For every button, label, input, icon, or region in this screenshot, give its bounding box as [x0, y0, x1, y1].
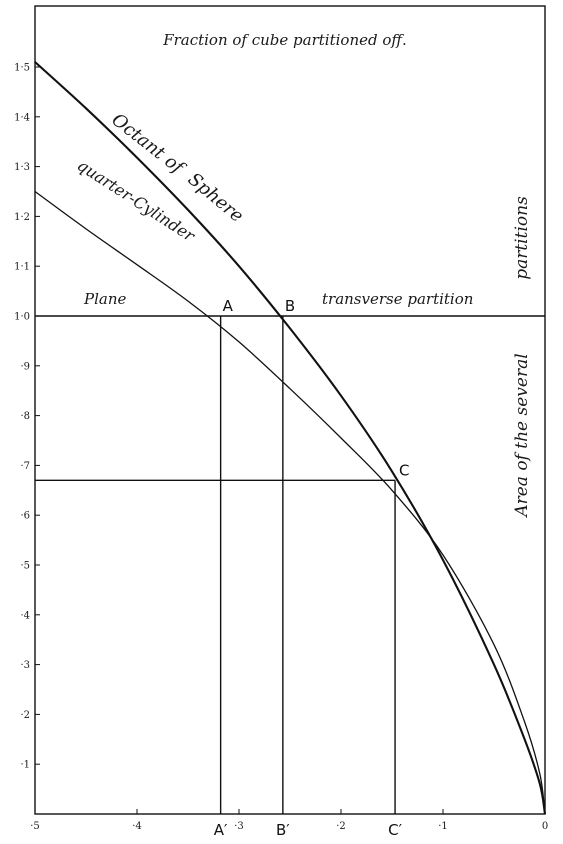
ticks-layer: ·1 ·2 ·3 ·4 ·5 ·6 ·7 ·8 ·9 1·0 1·1 1·2 1·3 1·4 1·5 ·5 ·4…	[14, 63, 548, 833]
x-tick-label: 0	[542, 821, 548, 832]
point-label-b: B	[285, 297, 295, 315]
foot-label-c: C′	[388, 821, 402, 839]
y-tick-label: 1·2	[14, 212, 30, 223]
y-tick-label: ·1	[20, 760, 30, 771]
y-tick-label: 1·1	[14, 262, 30, 273]
x-tick-label: ·5	[30, 821, 40, 832]
lines-layer	[34, 61, 547, 815]
y-tick-label: 1·0	[14, 312, 30, 323]
octant-of-sphere-curve	[34, 61, 547, 815]
y-tick-label: ·7	[20, 461, 30, 472]
y-tick-label: 1·4	[14, 112, 30, 123]
x-tick-label: ·1	[438, 821, 448, 832]
y-tick-label: ·5	[20, 561, 30, 572]
chart-title: Fraction of cube partitioned off.	[162, 31, 407, 49]
plot-frame	[34, 5, 546, 815]
y-tick-label: ·4	[20, 610, 30, 621]
foot-label-a: A′	[214, 821, 228, 839]
ylabel-line1: Area of the several	[512, 353, 532, 518]
quarter-cylinder-curve	[34, 190, 546, 815]
x-tick-label: ·4	[132, 821, 142, 832]
sphere-label-line2: Sphere	[184, 169, 248, 227]
y-tick-label: 1·3	[14, 162, 30, 173]
plane-label: Plane	[83, 290, 126, 308]
foot-label-b: B′	[276, 821, 290, 839]
y-tick-label: ·3	[20, 660, 30, 671]
ylabel-line2: partitions	[512, 196, 532, 280]
y-tick-label: ·9	[20, 361, 30, 372]
x-tick-label: ·3	[234, 821, 244, 832]
y-tick-label: ·8	[20, 411, 30, 422]
y-tick-label: ·6	[20, 511, 30, 522]
transverse-partition-label: transverse partition	[322, 290, 473, 308]
x-tick-label: ·2	[336, 821, 346, 832]
point-label-c: C	[399, 461, 409, 479]
point-label-a: A	[223, 297, 234, 315]
points-layer: A A′ B B′ C C′	[214, 297, 410, 839]
y-tick-label: 1·5	[14, 63, 30, 74]
y-tick-label: ·2	[20, 710, 30, 721]
